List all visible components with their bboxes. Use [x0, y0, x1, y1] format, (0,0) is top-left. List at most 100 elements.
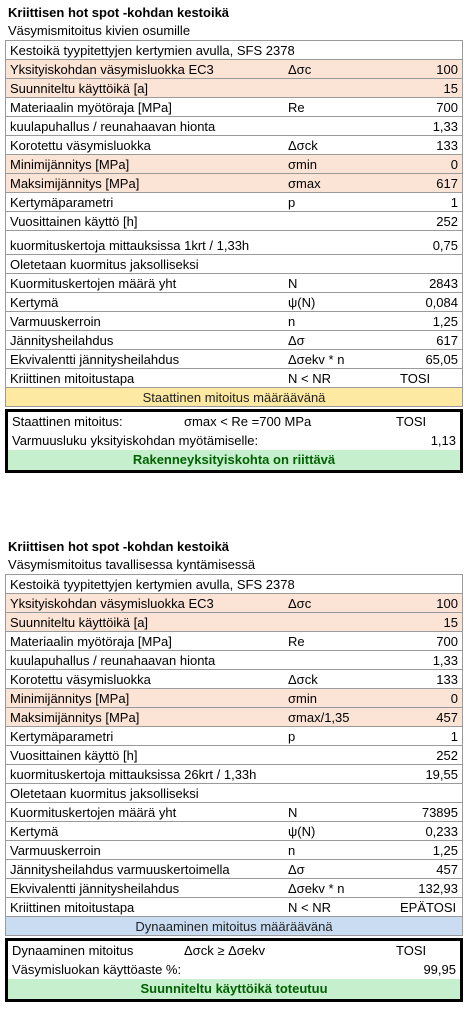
table-row: Suunniteltu käyttöikä [a] 15 [6, 79, 462, 98]
table-row: Varmuuskerroin n 1,25 [6, 841, 462, 860]
row-label: Kuormituskertojen määrä yht [10, 276, 177, 291]
row-value[interactable]: 73895 [421, 805, 458, 820]
row-value[interactable]: 133 [436, 672, 458, 687]
row-label: Kriittinen mitoitustapa [10, 900, 135, 915]
section-title: Kriittisen hot spot -kohdan kestoikä [8, 539, 230, 554]
table-row: Maksimijännitys [MPa] σmax/1,35 457 [6, 708, 462, 727]
row-value[interactable]: 100 [436, 62, 458, 77]
table-row: kuulapuhallus / reunahaavan hionta 1,33 [6, 651, 462, 670]
row-label: Yksityiskohdan väsymisluokka EC3 [10, 62, 214, 77]
row-value[interactable]: 15 [443, 81, 458, 96]
row-label: Suunniteltu käyttöikä [a] [10, 81, 149, 96]
row-value[interactable]: 0,084 [425, 295, 458, 310]
table-row: Kuormituskertojen määrä yht N 73895 [6, 803, 462, 822]
row-label: Oletetaan kuormitus jaksolliseksi [10, 786, 199, 801]
result-banner: Suunniteltu käyttöikä toteutuu [8, 979, 460, 999]
governing-method-banner: Dynaaminen mitoitus määräävänä [6, 917, 462, 936]
row-symbol: n [288, 843, 296, 858]
table-row: Kestoikä tyypitettyjen kertymien avulla,… [6, 41, 462, 60]
row-symbol: Δσc [288, 62, 312, 77]
table-row: kuormituskertoja mittauksissa 1krt / 1,3… [6, 231, 462, 255]
row-label: Ekvivalentti jännitysheilahdus [10, 881, 180, 896]
result-banner: Rakenneyksityiskohta on riittävä [8, 450, 460, 470]
table-row: Minimijännitys [MPa] σmin 0 [6, 155, 462, 174]
table-row: Dynaaminen mitoitus Δσck ≥ Δσekv TOSI [8, 941, 460, 960]
table-row: Staattinen mitoitus: σmax < Re =700 MPa … [8, 412, 460, 431]
row-value[interactable]: 457 [436, 862, 458, 877]
row-label: Minimijännitys [MPa] [10, 157, 130, 172]
row-value[interactable]: 1,25 [432, 843, 458, 858]
row-label: Kestoikä tyypitettyjen kertymien avulla,… [10, 577, 295, 592]
row-value[interactable]: 0,75 [432, 238, 458, 253]
table-row: Suunniteltu käyttöikä [a] 15 [6, 613, 462, 632]
row-value[interactable]: 700 [436, 634, 458, 649]
table-row: Jännitysheilahdus varmuuskertoimella Δσ … [6, 860, 462, 879]
row-value[interactable]: 132,93 [418, 881, 458, 896]
row-label: Maksimijännitys [MPa] [10, 176, 140, 191]
boolean-result[interactable]: TOSI [400, 371, 431, 386]
table-row: Vuosittainen käyttö [h] 252 [6, 746, 462, 765]
table-row: Materiaalin myötöraja [MPa] Re 700 [6, 98, 462, 117]
row-value[interactable]: 0 [450, 157, 458, 172]
row-symbol: σmin [288, 691, 317, 706]
row-value[interactable]: 99,95 [423, 962, 456, 977]
row-label: Korotettu väsymisluokka [10, 672, 151, 687]
table-row: Väsymisluokan käyttöaste %: 99,95 [8, 960, 460, 979]
row-label: Kriittinen mitoitustapa [10, 371, 135, 386]
row-value[interactable]: 457 [436, 710, 458, 725]
table-row: Kuormituskertojen määrä yht N 2843 [6, 274, 462, 293]
row-label: Jännitysheilahdus [10, 333, 114, 348]
row-value[interactable]: 617 [436, 176, 458, 191]
row-value[interactable]: 15 [443, 615, 458, 630]
row-value[interactable]: 100 [436, 596, 458, 611]
row-symbol: Δσck [288, 138, 318, 153]
row-value[interactable]: 1,25 [432, 314, 458, 329]
row-symbol: Re [288, 100, 305, 115]
row-value[interactable]: 1,33 [432, 653, 458, 668]
row-value[interactable]: 1,13 [430, 433, 456, 448]
row-symbol: N < NR [288, 900, 331, 915]
section-subtitle: Väsymismitoitus kivien osumille [8, 23, 191, 38]
row-label: Maksimijännitys [MPa] [10, 710, 140, 725]
row-value[interactable]: 0 [450, 691, 458, 706]
row-label: Staattinen mitoitus: [12, 414, 123, 429]
row-value[interactable]: 1 [450, 195, 458, 210]
row-label: Kertymä [10, 824, 59, 839]
row-value[interactable]: 1 [450, 729, 458, 744]
row-symbol: Δσck ≥ Δσekv [184, 943, 266, 958]
row-label: Kertymäparametri [10, 195, 114, 210]
row-value[interactable]: 0,233 [425, 824, 458, 839]
row-value[interactable]: 252 [436, 748, 458, 763]
table-row: Ekvivalentti jännitysheilahdus Δσekv * n… [6, 879, 462, 898]
row-label: Dynaaminen mitoitus [12, 943, 134, 958]
row-label: Korotettu väsymisluokka [10, 138, 151, 153]
row-symbol: σmin [288, 157, 317, 172]
table-row: Oletetaan kuormitus jaksolliseksi [6, 255, 462, 274]
table-row: Vuosittainen käyttö [h] 252 [6, 212, 462, 231]
row-value[interactable]: 252 [436, 214, 458, 229]
row-value[interactable]: 65,05 [425, 352, 458, 367]
row-value[interactable]: 700 [436, 100, 458, 115]
table-row: Varmuusluku yksityiskohdan myötämiselle:… [8, 431, 460, 450]
conclusion-box: Dynaaminen mitoitus Δσck ≥ Δσekv TOSI Vä… [5, 938, 463, 1002]
boolean-result[interactable]: EPÄTOSI [400, 900, 457, 915]
row-value[interactable]: 133 [436, 138, 458, 153]
row-value[interactable]: 617 [436, 333, 458, 348]
row-label: Ekvivalentti jännitysheilahdus [10, 352, 180, 367]
row-value[interactable]: 19,55 [425, 767, 458, 782]
table-row: Kertymä ψ(N) 0,084 [6, 293, 462, 312]
row-symbol: ψ(N) [288, 295, 316, 310]
row-value[interactable]: 1,33 [432, 119, 458, 134]
row-label: Kertymäparametri [10, 729, 114, 744]
row-symbol: σmax < Re =700 MPa [184, 414, 312, 429]
boolean-result[interactable]: TOSI [396, 943, 427, 958]
row-value[interactable]: 2843 [429, 276, 458, 291]
table-row: kuulapuhallus / reunahaavan hionta 1,33 [6, 117, 462, 136]
boolean-result[interactable]: TOSI [396, 414, 427, 429]
row-label: Kuormituskertojen määrä yht [10, 805, 177, 820]
row-symbol: Δσck [288, 672, 318, 687]
calc-table: Kestoikä tyypitettyjen kertymien avulla,… [5, 574, 463, 936]
table-row: Kertymäparametri p 1 [6, 193, 462, 212]
row-symbol: N [288, 805, 298, 820]
row-symbol: σmax/1,35 [288, 710, 350, 725]
